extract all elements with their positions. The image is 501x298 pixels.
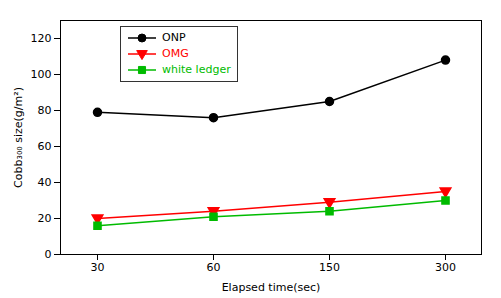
html-text:OMG: OMG — [162, 47, 189, 60]
svg-text:150: 150 — [319, 261, 340, 274]
html-text:white ledger: white ledger — [162, 63, 231, 76]
svg-text:20: 20 — [38, 212, 52, 225]
svg-text:30: 30 — [91, 261, 105, 274]
svg-text:40: 40 — [38, 176, 52, 189]
svg-text:Elapsed time(sec): Elapsed time(sec) — [222, 281, 321, 294]
html-text:ONP: ONP — [162, 31, 186, 44]
svg-text:300: 300 — [435, 261, 456, 274]
svg-text:60: 60 — [38, 140, 52, 153]
svg-text:120: 120 — [31, 32, 52, 45]
svg-text:Cobb₃₀₀ size(g/m²): Cobb₃₀₀ size(g/m²) — [12, 87, 25, 188]
svg-text:100: 100 — [31, 68, 52, 81]
svg-text:0: 0 — [45, 248, 52, 261]
svg-text:80: 80 — [38, 104, 52, 117]
svg-text:60: 60 — [207, 261, 221, 274]
